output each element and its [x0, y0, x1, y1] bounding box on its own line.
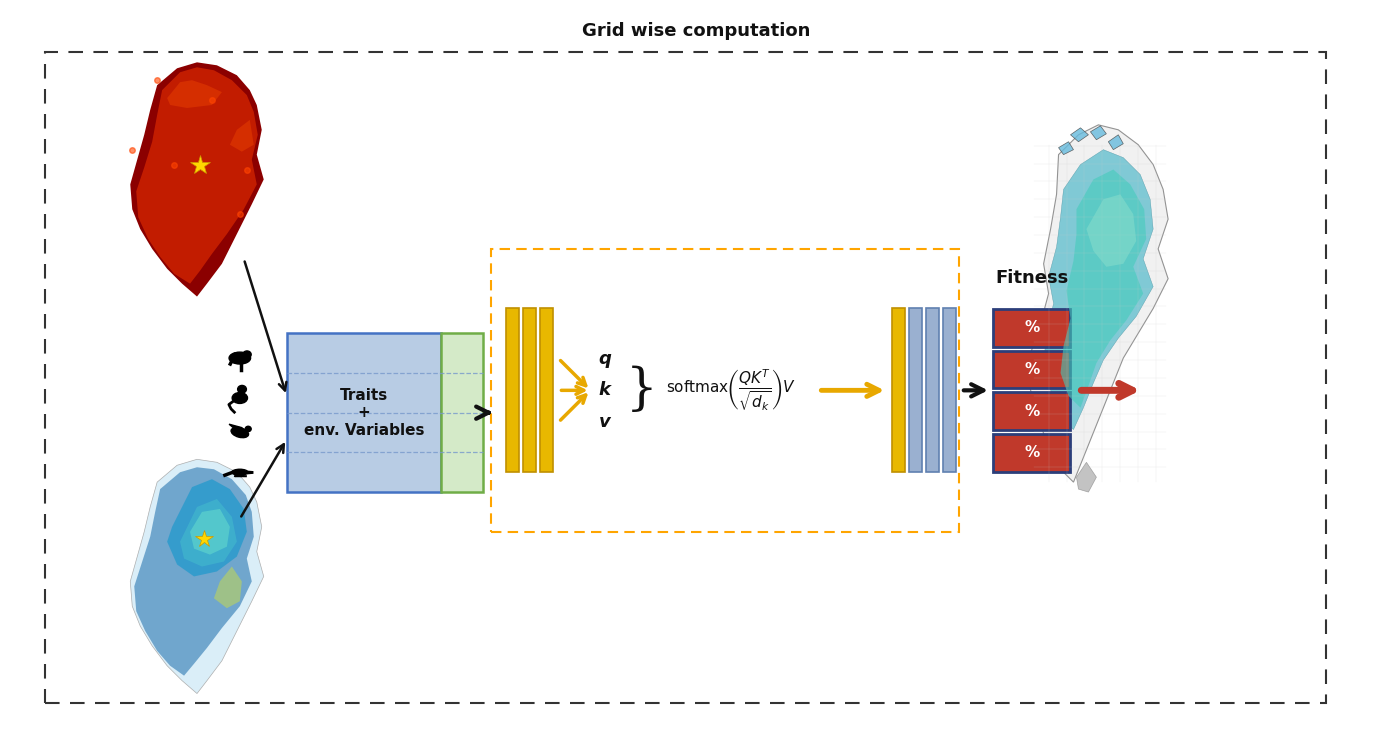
- Bar: [942, 308, 956, 472]
- Bar: [45, 52, 1327, 703]
- Ellipse shape: [245, 427, 251, 432]
- Polygon shape: [1086, 194, 1136, 266]
- Ellipse shape: [238, 385, 246, 393]
- Text: }: }: [626, 365, 658, 415]
- Polygon shape: [1090, 126, 1107, 139]
- Ellipse shape: [242, 351, 251, 358]
- Polygon shape: [230, 424, 242, 430]
- Polygon shape: [230, 120, 253, 151]
- Bar: [892, 308, 905, 472]
- Bar: [992, 309, 1070, 347]
- Polygon shape: [1070, 128, 1089, 142]
- Polygon shape: [180, 499, 237, 567]
- Polygon shape: [1058, 142, 1073, 155]
- Text: %: %: [1025, 445, 1040, 461]
- Text: softmax$\left(\dfrac{QK^T}{\sqrt{d_k}}\right)V$: softmax$\left(\dfrac{QK^T}{\sqrt{d_k}}\r…: [665, 368, 796, 413]
- Polygon shape: [191, 509, 230, 554]
- Ellipse shape: [232, 469, 248, 475]
- Text: Fitness: Fitness: [995, 269, 1068, 287]
- Polygon shape: [131, 459, 263, 694]
- Polygon shape: [1061, 170, 1146, 407]
- Polygon shape: [246, 472, 253, 474]
- Bar: [522, 308, 536, 472]
- Bar: [441, 334, 483, 492]
- Text: %: %: [1025, 362, 1040, 377]
- Polygon shape: [167, 80, 221, 108]
- Text: v: v: [599, 413, 610, 431]
- Bar: [992, 434, 1070, 472]
- Ellipse shape: [230, 352, 251, 364]
- Polygon shape: [214, 567, 242, 608]
- Text: Traits
+
env. Variables: Traits + env. Variables: [303, 387, 425, 438]
- Polygon shape: [131, 62, 263, 297]
- Bar: [287, 334, 441, 492]
- Bar: [926, 308, 940, 472]
- Bar: [505, 308, 519, 472]
- Bar: [992, 393, 1070, 430]
- Text: %: %: [1025, 320, 1040, 335]
- Polygon shape: [134, 467, 253, 676]
- Text: Grid wise computation: Grid wise computation: [582, 21, 810, 40]
- Text: %: %: [1025, 404, 1040, 418]
- Polygon shape: [136, 67, 258, 283]
- Text: q: q: [599, 350, 611, 368]
- Polygon shape: [1076, 462, 1097, 492]
- Polygon shape: [1108, 135, 1123, 150]
- Ellipse shape: [232, 393, 248, 404]
- Text: k: k: [599, 382, 610, 399]
- Bar: [540, 308, 553, 472]
- Bar: [992, 351, 1070, 388]
- Polygon shape: [167, 479, 246, 576]
- Polygon shape: [1029, 125, 1168, 482]
- Bar: [491, 249, 959, 532]
- Polygon shape: [1044, 150, 1153, 430]
- Bar: [909, 308, 922, 472]
- Ellipse shape: [231, 427, 249, 438]
